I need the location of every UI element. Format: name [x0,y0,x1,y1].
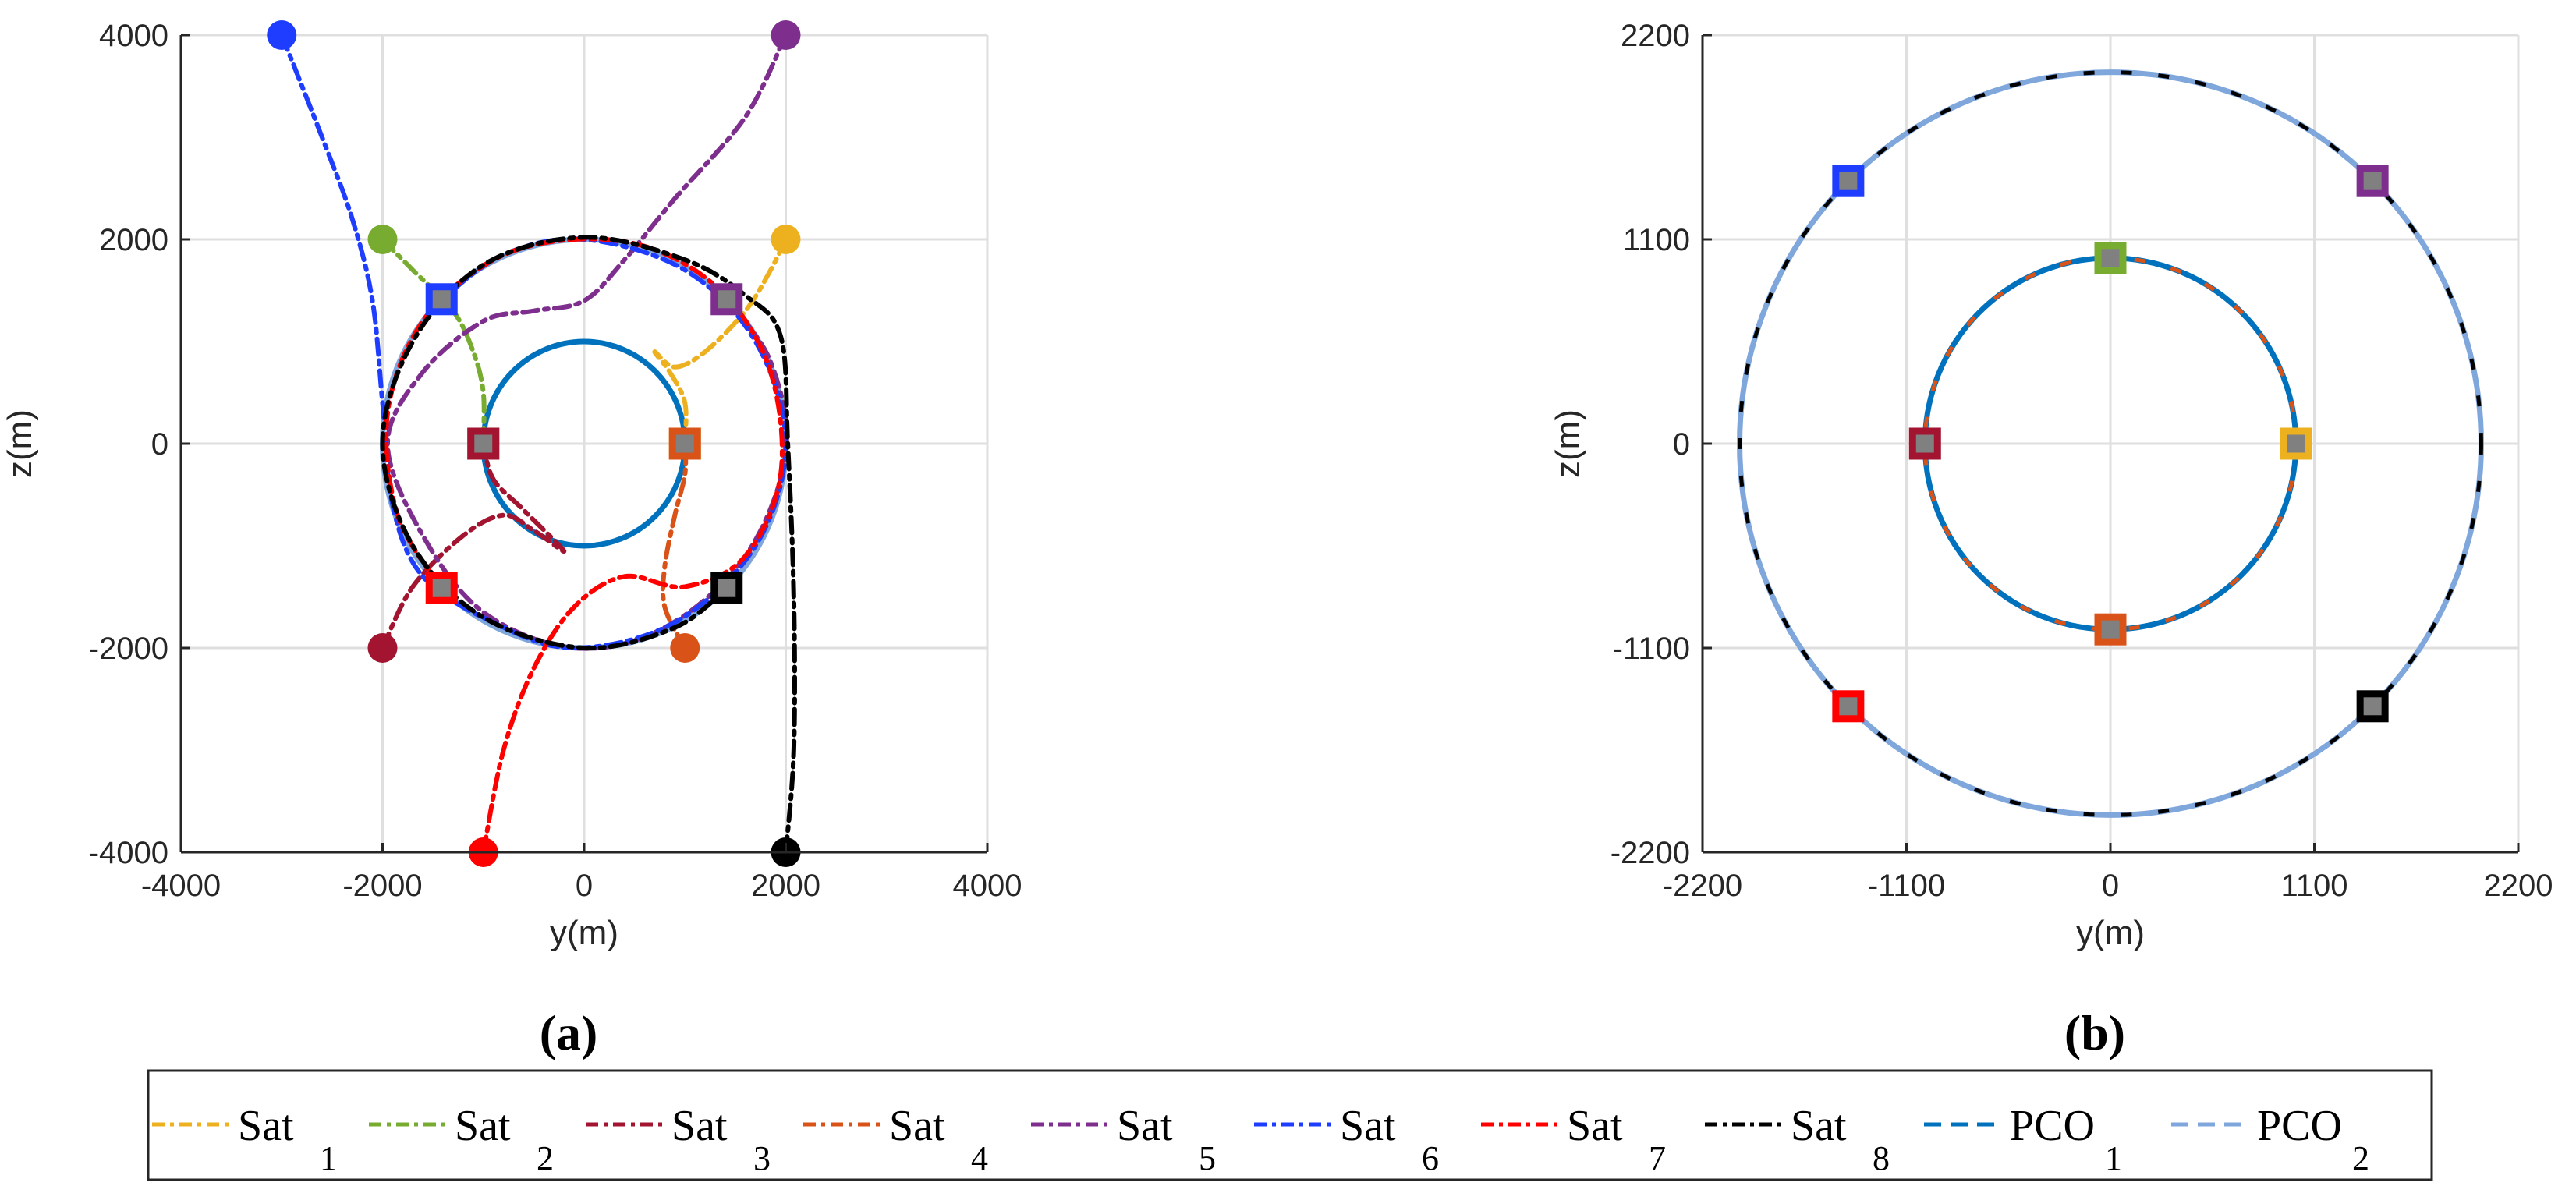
y-tick-label: 1100 [1623,223,1690,257]
start-point-sat-2 [367,225,398,254]
trajectory-sat-7 [384,236,785,852]
legend-subscript-2: 2 [537,1139,554,1177]
final-position-sat-1 [2280,427,2312,460]
trajectory-sat-6 [279,35,788,651]
markers [1832,165,2389,723]
end-point-sat-7 [425,572,458,604]
orbit-overlay-2 [1738,70,2483,817]
x-axis-label: y(m) [2076,914,2145,952]
y-tick-label: 0 [151,427,168,462]
final-position-sat-2 [2094,242,2127,274]
end-point-sat-6 [425,283,458,316]
legend-label-1: Sat [238,1102,294,1150]
y-tick-label: 2000 [99,223,168,257]
x-tick-label: 4000 [953,869,1022,903]
legend-label-5: Sat [1117,1102,1173,1150]
end-point-sat-4 [668,427,701,460]
trajectory-sat-1 [652,237,788,446]
start-point-sat-6 [267,20,297,50]
y-tick-label: 4000 [99,19,168,53]
panel-label: (b) [2064,1005,2125,1060]
legend-subscript-4: 4 [971,1139,988,1177]
trajectory-sat-4 [660,441,689,650]
start-point-sat-1 [771,225,801,254]
legend-label-10: PCO [2257,1102,2342,1150]
legend-subscript-3: 3 [753,1139,771,1177]
panel-label: (a) [540,1005,598,1060]
legend-label-8: Sat [1791,1102,1847,1150]
end-point-sat-3 [467,427,500,460]
legend: Sat 1 Sat 2 Sat 3 Sat 4 Sat 5 Sat 6 Sat 7 Sat 8 PCO 1 PCO 2 [147,1069,2433,1181]
legend-label-2: Sat [455,1102,511,1150]
start-point-sat-3 [367,633,398,663]
start-point-sat-5 [771,20,801,50]
legend-subscript-1: 1 [320,1139,337,1177]
x-tick-label: 0 [576,869,593,903]
chart-panel-a: -4000 -2000 0 2000 4000 -4000 -2000 0 2000 4000 y(… [1,19,1022,1060]
legend-subscript-9: 1 [2105,1139,2122,1177]
chart-panel-b: -2200 -1100 0 1100 2200 -2200 -1100 0 1100 2200 y(… [1549,19,2553,1060]
trajectory-sat-8 [380,235,797,852]
x-tick-label: 0 [2102,869,2119,903]
final-position-sat-8 [2356,690,2389,723]
y-tick-label: -2200 [1610,836,1690,870]
x-tick-label: 2000 [751,869,820,903]
y-axis-label: z(m) [1,409,39,478]
y-tick-label: 2200 [1621,19,1690,53]
end-point-sat-8 [710,572,743,604]
y-tick-label: -2000 [89,632,168,666]
x-tick-label: -2000 [342,869,422,903]
legend-subscript-7: 7 [1649,1139,1666,1177]
final-position-sat-5 [2356,165,2389,197]
legend-subscript-5: 5 [1199,1139,1216,1177]
legend-label-3: Sat [671,1102,728,1150]
legend-subscript-10: 2 [2352,1139,2369,1177]
legend-subscript-6: 6 [1422,1139,1439,1177]
x-tick-label: -1100 [1868,869,1945,903]
legend-label-6: Sat [1340,1102,1396,1150]
trajectory-sat-2 [380,237,487,446]
legend-subscript-8: 8 [1873,1139,1890,1177]
final-position-sat-7 [1832,690,1865,723]
y-tick-label: 0 [1673,427,1690,462]
final-position-sat-3 [1908,427,1941,460]
final-position-sat-4 [2094,613,2127,646]
x-axis-label: y(m) [550,914,618,952]
y-tick-label: -4000 [89,836,168,870]
start-point-sat-4 [670,633,700,663]
legend-label-7: Sat [1567,1102,1623,1150]
x-tick-label: -2200 [1663,869,1742,903]
x-tick-label: 1100 [2280,869,2347,903]
end-point-sat-5 [710,283,743,316]
x-tick-label: 2200 [2484,869,2553,903]
trajectory-sat-3 [380,441,567,650]
legend-label-4: Sat [889,1102,945,1150]
legend-label-9: PCO [2010,1102,2095,1150]
markers [267,20,801,867]
y-axis-label: z(m) [1549,409,1587,478]
final-position-sat-6 [1832,165,1865,197]
y-tick-label: -1100 [1613,632,1690,666]
x-tick-label: -4000 [141,869,221,903]
